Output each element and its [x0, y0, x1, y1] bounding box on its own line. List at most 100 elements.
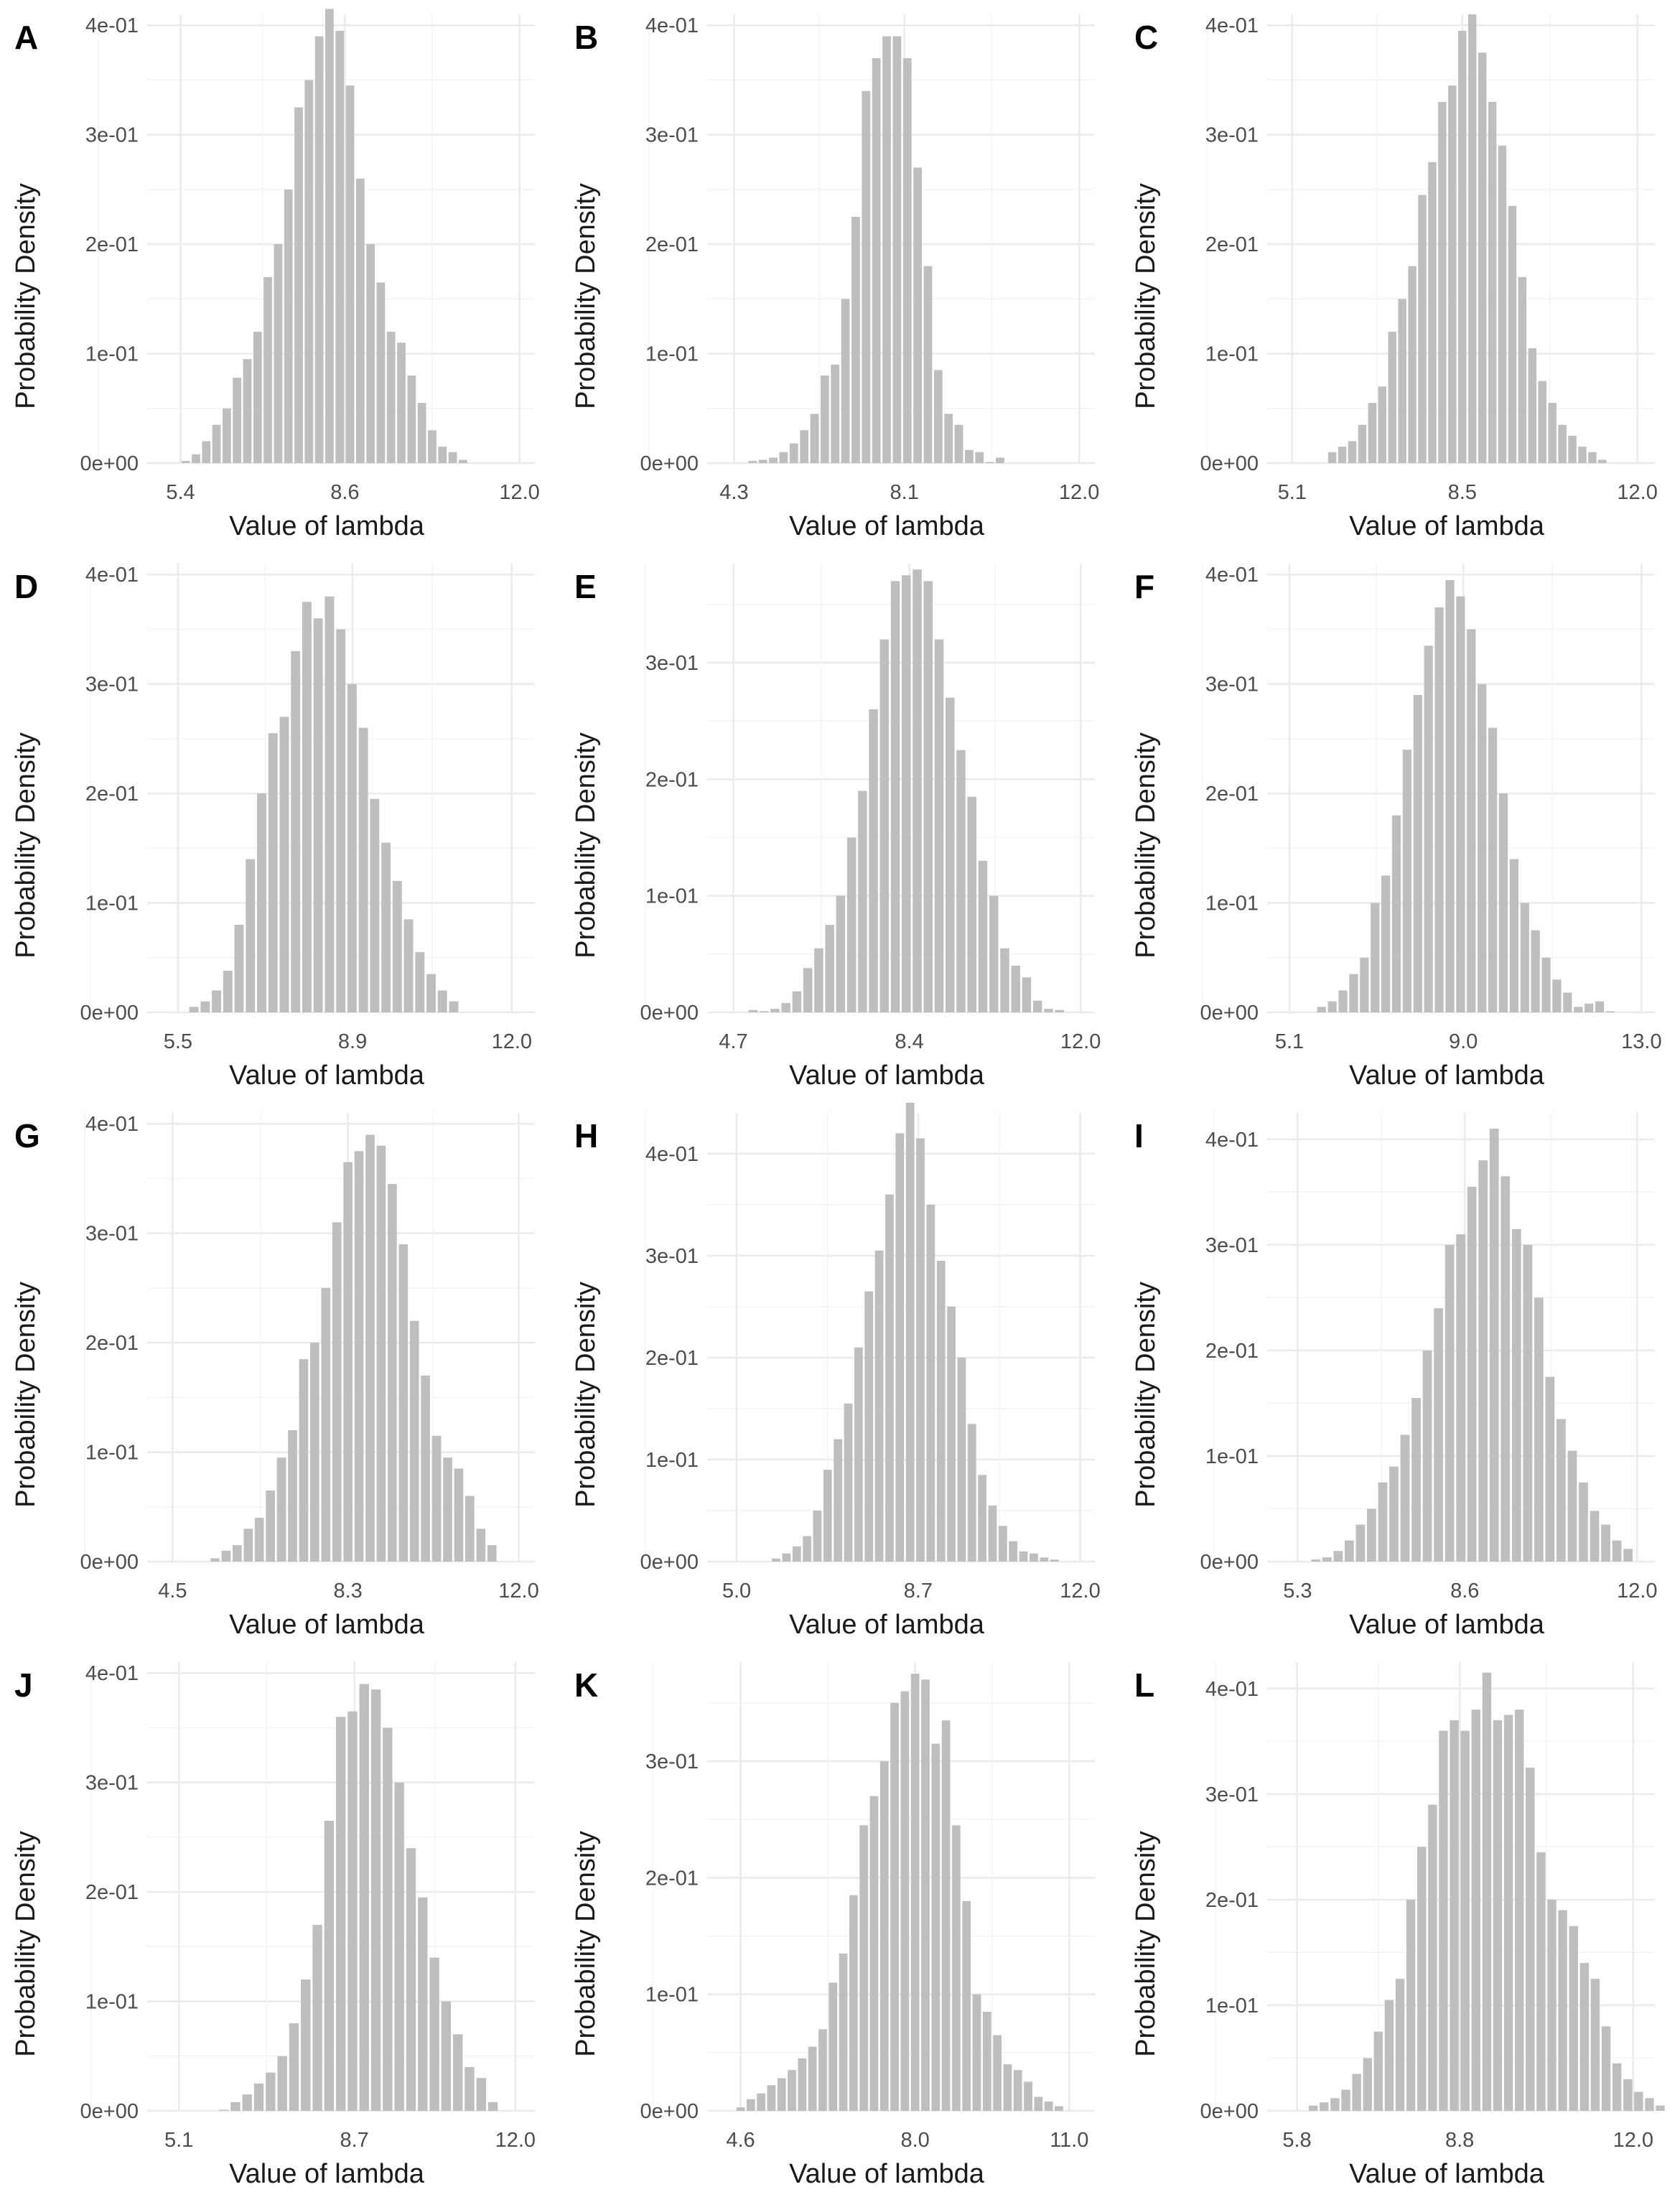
histogram-bar — [1013, 2070, 1022, 2111]
histogram-bar — [879, 639, 890, 1012]
panel-letter: J — [14, 1666, 33, 1704]
y-tick-label: 2e-01 — [1205, 1889, 1259, 1912]
histogram-bar — [829, 1982, 838, 2111]
x-tick-label: 12.0 — [1059, 481, 1099, 504]
histogram-bar — [1547, 1899, 1557, 2111]
histogram-bar — [1645, 2098, 1654, 2111]
histogram-bar — [310, 1343, 319, 1562]
histogram-bar — [905, 1102, 915, 1562]
x-axis-title: Value of lambda — [1349, 1060, 1545, 1091]
histogram-bar — [284, 189, 293, 463]
x-axis-title: Value of lambda — [1349, 1610, 1545, 1640]
histogram-bar — [365, 1134, 375, 1562]
histogram-bar — [212, 424, 221, 463]
histogram-bar — [417, 403, 426, 463]
histogram-bar — [1378, 1482, 1388, 1562]
histogram-bar — [222, 408, 231, 463]
histogram-bar — [299, 1358, 309, 1562]
histogram-panel-f: 0e+00 1e-01 2e-01 3e-01 4e-01 5.1 9.0 13.0 Value… — [1120, 549, 1680, 1098]
histogram-bar — [1508, 205, 1517, 463]
y-tick-label: 3e-01 — [645, 652, 699, 675]
histogram-bar — [874, 1250, 884, 1562]
x-axis-title: Value of lambda — [1349, 2159, 1545, 2189]
histogram-bar — [1588, 452, 1597, 463]
histogram-bar — [343, 1162, 353, 1562]
histogram-bar — [841, 299, 850, 463]
histogram-bar — [836, 895, 846, 1012]
histogram-bar — [913, 167, 922, 464]
histogram-bar — [1055, 2106, 1063, 2111]
histogram-bar — [779, 452, 788, 463]
histogram-bar — [792, 1546, 801, 1562]
histogram-bar — [254, 1518, 264, 1562]
y-axis-title: Probability Density — [1131, 183, 1161, 409]
histogram-bar — [465, 2067, 475, 2111]
y-tick-label: 1e-01 — [1205, 1995, 1259, 2018]
histogram-bar — [1520, 902, 1529, 1012]
histogram-bar — [1311, 1559, 1321, 1562]
x-tick-label: 8.7 — [904, 1580, 933, 1603]
panel-letter: G — [14, 1117, 40, 1155]
histogram-bar — [253, 2083, 264, 2111]
histogram-bar — [1417, 1847, 1427, 2111]
histogram-bar — [748, 1009, 758, 1012]
histogram-bar — [454, 1468, 464, 1562]
histogram-bar — [1358, 424, 1367, 463]
y-tick-label: 0e+00 — [1200, 1002, 1259, 1025]
x-tick-label: 5.3 — [1283, 1580, 1312, 1603]
y-tick-label: 4e-01 — [85, 14, 139, 37]
histogram-bar — [1471, 1709, 1480, 2111]
x-tick-label: 8.9 — [338, 1030, 367, 1053]
histogram-bar — [1598, 460, 1607, 463]
bars — [748, 569, 1064, 1012]
y-tick-label: 3e-01 — [1205, 1234, 1259, 1257]
y-tick-label: 0e+00 — [640, 1551, 699, 1574]
histogram-bar — [890, 581, 900, 1012]
grid — [84, 1113, 535, 1563]
histogram-bar — [246, 859, 256, 1012]
histogram-bar — [1545, 1376, 1555, 1562]
histogram-bar — [325, 596, 335, 1012]
histogram-panel-c: 0e+00 1e-01 2e-01 3e-01 4e-01 5.1 8.5 12.0 Value… — [1120, 0, 1680, 549]
histogram-bar — [985, 462, 994, 463]
histogram-bar — [276, 1457, 286, 1562]
histogram-panel-b: 0e+00 1e-01 2e-01 3e-01 4e-01 4.3 8.1 12.0 Value… — [560, 0, 1120, 549]
histogram-bar — [944, 414, 953, 463]
histogram-bar — [266, 2072, 276, 2111]
x-tick-label: 4.7 — [719, 1030, 747, 1053]
histogram-bar — [1558, 1910, 1567, 2111]
histogram-bar — [1317, 1007, 1326, 1012]
histogram-bar — [233, 378, 242, 463]
histogram-bar — [366, 244, 375, 463]
histogram-plot-l: 0e+00 1e-01 2e-01 3e-01 4e-01 5.8 8.8 12.0 Value… — [1131, 1662, 1665, 2189]
panel-letter: C — [1134, 19, 1158, 56]
y-axis-title: Probability Density — [1131, 1282, 1161, 1508]
histogram-bar — [1003, 2064, 1012, 2111]
y-tick-label: 0e+00 — [1200, 452, 1259, 475]
histogram-bar — [429, 1957, 439, 2111]
histogram-bar — [748, 460, 757, 463]
histogram-bar — [274, 244, 283, 463]
histogram-bar — [443, 1457, 452, 1562]
y-tick-label: 3e-01 — [645, 124, 699, 147]
histogram-bar — [1456, 1234, 1466, 1562]
y-axis-title: Probability Density — [11, 1282, 41, 1508]
histogram-bar — [1467, 1186, 1477, 1562]
x-tick-label: 5.0 — [722, 1580, 751, 1603]
y-tick-label: 2e-01 — [1205, 233, 1259, 256]
histogram-bar — [1605, 1011, 1615, 1012]
y-tick-label: 0e+00 — [640, 2100, 699, 2123]
histogram-bar — [409, 1320, 419, 1562]
histogram-bar — [1338, 447, 1347, 463]
histogram-bar — [989, 895, 999, 1012]
histogram-bar — [936, 1260, 946, 1562]
histogram-bar — [1501, 1176, 1511, 1562]
histogram-panel-k: 0e+00 1e-01 2e-01 3e-01 4.6 8.0 11.0 Value of l… — [560, 1648, 1120, 2197]
histogram-bar — [289, 2023, 299, 2111]
histogram-bar — [1439, 1730, 1448, 2111]
y-tick-label: 1e-01 — [1205, 1445, 1259, 1468]
histogram-bar — [1493, 1720, 1503, 2111]
x-tick-label: 5.8 — [1282, 2129, 1311, 2152]
histogram-bar — [1488, 727, 1498, 1012]
histogram-bar — [962, 1900, 971, 2111]
